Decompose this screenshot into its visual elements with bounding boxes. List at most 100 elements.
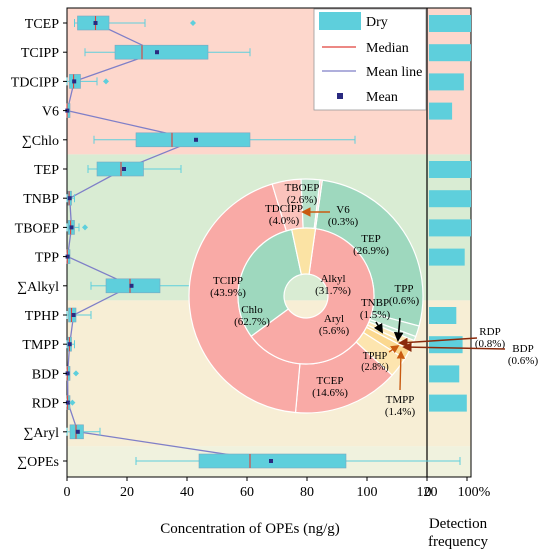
slice-pct: (0.6%) — [508, 355, 539, 367]
mean-mark — [65, 400, 70, 405]
label-aryl: Aryl(5.6%) — [319, 313, 350, 337]
mean-mark — [65, 371, 70, 376]
df-bar-tcipp — [429, 44, 471, 62]
slice-label: RDP — [479, 326, 500, 338]
y-tick-label: TEP — [34, 163, 59, 178]
outlier-mark — [69, 399, 76, 406]
slice-label: TMPP — [386, 394, 415, 406]
label-tcipp: TCIPP(43.9%) — [210, 275, 246, 299]
df-tick-label-100: 100% — [458, 485, 491, 500]
y-tick-label: TDCIPP — [11, 75, 59, 90]
label-tdcipp: TDCIPP(4.0%) — [265, 203, 303, 227]
legend-entry-box: Dry — [319, 12, 388, 30]
mean-mark — [71, 313, 76, 317]
mean-mark — [69, 225, 74, 230]
iqr-box — [96, 161, 144, 177]
plot-border — [66, 7, 472, 478]
detection-frequency-label-line1: Detection — [429, 516, 488, 532]
outlier-mark — [103, 78, 109, 85]
y-tick-label: TCEP — [25, 17, 59, 32]
mean-mark — [67, 196, 72, 201]
composition-pie: TCIPP(43.9%)TCEP(14.6%)TEP(26.9%)TDCIPP(… — [188, 178, 539, 418]
slice-label: V6 — [336, 204, 350, 216]
legend-entry-median: Median — [322, 41, 409, 56]
df-bar-bdp — [429, 365, 460, 383]
y-tick-label: ∑OPEs — [17, 455, 59, 470]
detection-frequency-bars — [429, 15, 471, 412]
slice-pct: (26.9%) — [353, 245, 389, 257]
mean-line-layer — [66, 22, 272, 462]
mean-mark — [65, 108, 70, 113]
legend-entry-meanline: Mean line — [322, 65, 422, 80]
label-bdp: BDP(0.6%) — [508, 343, 539, 367]
arrow-bdp — [402, 342, 506, 352]
x-tick-label: 80 — [300, 485, 314, 500]
slice-pct: (43.9%) — [210, 287, 246, 299]
label-alkyl: Alkyl(31.7%) — [315, 273, 351, 297]
df-tick-label-0: 0 — [425, 485, 432, 500]
y-tick-label: TPHP — [25, 309, 59, 324]
mean-mark — [155, 50, 159, 55]
df-bar-tdcipp — [429, 73, 464, 91]
box-tcep — [74, 15, 196, 31]
df-bar-v6 — [429, 102, 453, 120]
mean-mark — [75, 429, 80, 434]
df-bar-tcep — [429, 15, 471, 32]
box-tcipp — [84, 44, 251, 60]
outlier-mark — [82, 224, 88, 231]
mean-mark — [93, 21, 98, 25]
label-tnbp: TNBP(1.5%) — [360, 297, 391, 321]
slice-label: TPP — [395, 283, 414, 295]
slice-label: TNBP — [361, 297, 389, 309]
slice-label: Aryl — [324, 313, 344, 325]
legend-label: Median — [366, 41, 409, 56]
mean-mark — [65, 254, 70, 259]
iqr-box — [114, 44, 209, 60]
y-tick-label: RDP — [32, 397, 59, 412]
box-tnbp — [66, 190, 75, 206]
label-tboep: TBOEP(2.6%) — [285, 182, 320, 206]
inner-slice-chlo — [250, 227, 375, 365]
legend-swatch-box — [319, 12, 361, 30]
arrow-tmpp — [396, 350, 406, 391]
y-tick-label: TBOEP — [15, 221, 60, 236]
slice-pct: (1.4%) — [385, 406, 416, 418]
x-tick-label: 0 — [64, 485, 71, 500]
slice-pct: (0.3%) — [328, 216, 359, 228]
y-tick-label: TCIPP — [21, 46, 59, 61]
slice-label: Alkyl — [320, 273, 345, 285]
df-bar-tep — [429, 161, 471, 178]
y-tick-label: TNBP — [23, 192, 59, 207]
slice-pct: (0.6%) — [389, 295, 420, 307]
y-tick-label: V6 — [42, 105, 59, 120]
slice-label: TBOEP — [285, 182, 320, 194]
slice-pct: (2.8%) — [361, 362, 389, 373]
slice-pct: (5.6%) — [319, 325, 350, 337]
box-tdcipp — [66, 74, 109, 89]
x-axis-label: Concentration of OPEs (ng/g) — [160, 521, 340, 537]
x-tick-label: 100 — [357, 485, 378, 500]
slice-pct: (2.6%) — [287, 194, 318, 206]
slice-label: TDCIPP — [265, 203, 303, 215]
x-tick-label: 60 — [240, 485, 254, 500]
box-tep — [87, 161, 182, 177]
legend-label: Mean — [366, 90, 398, 105]
label-tmpp: TMPP(1.4%) — [385, 394, 416, 418]
label-rdp: RDP(0.8%) — [475, 326, 506, 350]
df-bar-rdp — [429, 394, 467, 412]
slice-label: TPHP — [363, 351, 388, 362]
box-rdp — [65, 395, 76, 410]
y-tick-label: TMPP — [22, 338, 59, 353]
slice-pct: (0.8%) — [475, 338, 506, 350]
mean-line — [66, 22, 272, 462]
x-tick-label: 120 — [417, 485, 438, 500]
box-layer — [65, 15, 461, 469]
y-tick-label: ∑Chlo — [22, 134, 59, 149]
slice-label: TCEP — [317, 375, 344, 387]
legend-swatch-mean — [337, 93, 343, 99]
label-tpp: TPP(0.6%) — [389, 283, 420, 307]
slice-label: TEP — [361, 233, 381, 245]
box-sum-alkyl — [90, 278, 194, 294]
legend: Dry Median Mean line Mean — [313, 8, 427, 111]
